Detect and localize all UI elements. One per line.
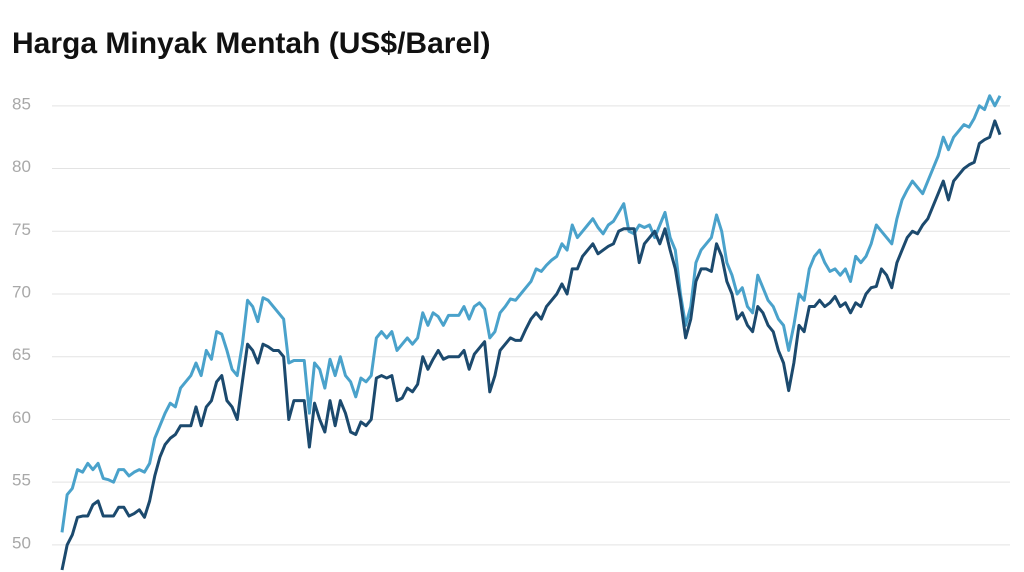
y-tick-label: 50 (12, 533, 31, 552)
grid: 50 55 60 65 70 75 80 85 (12, 94, 1010, 552)
y-tick-label: 75 (12, 220, 31, 239)
plot-area (60, 94, 1002, 571)
y-tick-label: 80 (12, 157, 31, 176)
data-line (60, 94, 1002, 533)
y-tick-label: 70 (12, 282, 31, 301)
y-tick-label: 55 (12, 471, 31, 490)
y-tick-label: 85 (12, 94, 31, 113)
data-line (60, 119, 1002, 571)
y-tick-label: 60 (12, 408, 31, 427)
y-tick-label: 65 (12, 345, 31, 364)
chart-title: Harga Minyak Mentah (US$/Barel) (12, 27, 490, 60)
